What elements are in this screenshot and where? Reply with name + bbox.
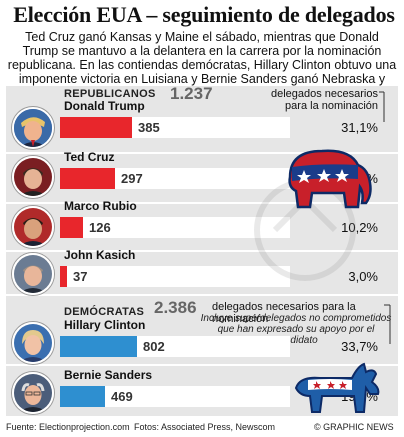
percent-label-john-kasich: 3,0%: [348, 269, 378, 284]
footer-source: Fuente: Electionprojection.com: [6, 422, 130, 432]
democrat-threshold-text: delegados necesarios para la nominación: [212, 301, 356, 325]
bar-donald-trump: [60, 117, 132, 138]
value-label-hillary-clinton: 802: [143, 339, 165, 354]
percent-label-donald-trump: 31,1%: [341, 120, 378, 135]
bar-track-john-kasich: [60, 266, 290, 287]
row-divider: [6, 364, 398, 366]
value-label-ted-cruz: 297: [121, 171, 143, 186]
value-label-john-kasich: 37: [73, 269, 88, 284]
value-label-bernie-sanders: 469: [111, 389, 133, 404]
percent-label-marco-rubio: 10,2%: [341, 220, 378, 235]
candidate-name-john-kasich: John Kasich: [64, 248, 136, 262]
percent-label-hillary-clinton: 33,7%: [341, 339, 378, 354]
bar-ted-cruz: [60, 168, 115, 189]
value-label-donald-trump: 385: [138, 120, 160, 135]
bar-marco-rubio: [60, 217, 83, 238]
avatar-hillary-clinton: [12, 322, 54, 364]
page-title: Elección EUA – seguimiento de delegados: [13, 2, 395, 27]
footer-photos: Fotos: Associated Press, Newscom: [134, 422, 276, 432]
footer-credit: © GRAPHIC NEWS: [314, 422, 394, 432]
bar-track-ted-cruz: [60, 168, 290, 189]
candidate-name-bernie-sanders: Bernie Sanders: [64, 368, 153, 382]
bar-john-kasich: [60, 266, 67, 287]
democrat-threshold-note: Incluye superdelegados no comprometidos …: [200, 313, 392, 346]
bar-track-marco-rubio: [60, 217, 290, 238]
candidate-name-ted-cruz: Ted Cruz: [64, 150, 115, 164]
bar-hillary-clinton: [60, 336, 137, 357]
row-divider: [6, 152, 398, 154]
candidate-name-donald-trump: Donald Trump: [64, 99, 145, 113]
row-divider: [6, 250, 398, 252]
democrat-threshold-number: 2.386: [154, 298, 197, 317]
avatar-john-kasich: [12, 253, 54, 295]
bar-bernie-sanders: [60, 386, 105, 407]
value-label-marco-rubio: 126: [89, 220, 111, 235]
avatar-bernie-sanders: [12, 372, 54, 414]
candidate-name-marco-rubio: Marco Rubio: [64, 199, 137, 213]
bar-track-bernie-sanders: [60, 386, 290, 407]
candidate-name-hillary-clinton: Hillary Clinton: [64, 318, 146, 332]
avatar-marco-rubio: [12, 206, 54, 248]
republican-threshold-text: delegados necesarios para la nominación: [270, 88, 378, 112]
avatar-ted-cruz: [12, 156, 54, 198]
republican-elephant-icon: [272, 143, 378, 213]
row-divider: [6, 202, 398, 204]
republican-threshold-number: 1.237: [170, 84, 213, 103]
avatar-donald-trump: [12, 107, 54, 149]
democrat-section-label: DEMÓCRATAS: [64, 306, 145, 318]
republican-section-label: REPUBLICANOS: [64, 88, 156, 100]
democrat-donkey-icon: [286, 362, 386, 414]
